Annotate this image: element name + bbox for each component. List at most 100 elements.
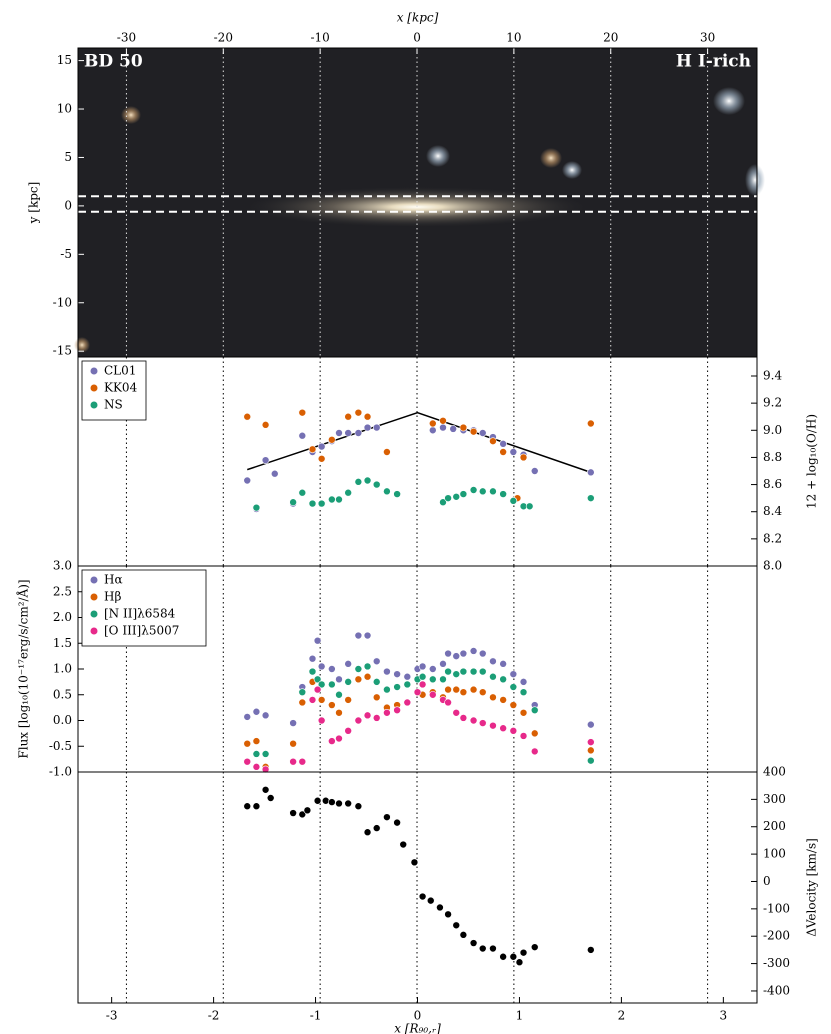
- marker: [252, 503, 261, 512]
- marker: [478, 688, 487, 696]
- marker: [459, 714, 468, 722]
- y-axis-label: ΔVelocity [km/s]: [805, 838, 819, 937]
- y-tick-label: 8.6: [763, 477, 782, 491]
- marker: [344, 726, 352, 735]
- marker: [363, 423, 372, 432]
- y-tick-label: -5: [60, 247, 72, 261]
- marker: [372, 480, 381, 489]
- marker: [509, 448, 518, 456]
- marker: [499, 952, 507, 961]
- marker: [308, 654, 317, 663]
- marker: [372, 824, 381, 832]
- legend-label: Hα: [104, 573, 123, 587]
- marker: [363, 476, 372, 485]
- marker: [298, 688, 307, 696]
- marker: [509, 952, 518, 961]
- marker: [298, 757, 307, 766]
- marker: [469, 647, 478, 655]
- y-tick-label: -200: [763, 929, 790, 943]
- marker: [317, 680, 326, 689]
- marker: [383, 685, 391, 694]
- marker: [393, 670, 401, 678]
- legend-marker: [90, 401, 98, 409]
- marker: [252, 802, 261, 811]
- y-tick-label: 2.0: [53, 610, 72, 624]
- marker: [308, 696, 317, 704]
- marker: [317, 499, 326, 508]
- marker: [478, 719, 487, 727]
- marker: [303, 806, 312, 815]
- marker: [469, 486, 478, 494]
- marker: [444, 910, 452, 919]
- marker: [469, 427, 478, 436]
- marker: [587, 720, 595, 729]
- marker: [418, 672, 427, 681]
- y-tick-label: -400: [763, 983, 790, 997]
- marker: [459, 423, 468, 432]
- marker: [509, 701, 518, 709]
- marker: [313, 675, 322, 684]
- marker: [489, 721, 497, 730]
- marker: [428, 426, 437, 435]
- y-tick-label: 2.5: [53, 584, 72, 598]
- marker: [298, 431, 307, 440]
- marker: [499, 660, 507, 668]
- marker: [509, 683, 518, 691]
- y-tick-label: 300: [763, 792, 786, 806]
- marker: [519, 708, 528, 717]
- y-tick-label: 1.5: [53, 636, 72, 650]
- marker: [363, 711, 372, 720]
- marker: [393, 490, 401, 498]
- y-tick-label: 0: [763, 874, 771, 888]
- y-tick-label: -1.0: [49, 765, 72, 779]
- x-tick-label: -2: [208, 1009, 220, 1023]
- marker: [499, 440, 507, 448]
- y-tick-label: 10: [57, 102, 72, 116]
- marker: [519, 678, 528, 686]
- marker: [328, 737, 336, 745]
- x-tick-label: -3: [106, 1009, 118, 1023]
- marker: [403, 698, 412, 707]
- marker: [478, 487, 487, 496]
- marker: [328, 435, 336, 444]
- marker: [519, 688, 528, 696]
- marker: [243, 713, 252, 721]
- marker: [261, 750, 270, 758]
- marker: [393, 818, 401, 827]
- x-tick-label: 2: [618, 1009, 626, 1023]
- marker: [444, 685, 452, 694]
- legend-label: [N II]λ6584: [104, 607, 176, 621]
- marker: [372, 693, 381, 702]
- marker: [489, 672, 497, 681]
- marker: [410, 858, 419, 867]
- marker: [344, 429, 352, 437]
- x-tick-label: -10: [310, 31, 329, 45]
- annotation: H I-rich: [676, 52, 751, 72]
- y-tick-label: 100: [763, 847, 786, 861]
- marker: [452, 670, 461, 678]
- marker: [444, 698, 452, 707]
- marker: [261, 421, 270, 429]
- x-tick-label: 0: [413, 31, 421, 45]
- marker: [344, 412, 352, 421]
- marker: [444, 494, 452, 502]
- legend-marker: [90, 576, 98, 584]
- marker: [252, 737, 261, 745]
- x-tick-label: 1: [516, 1009, 524, 1023]
- y-axis-label: 12 + log₁₀(O/H): [805, 414, 819, 509]
- legend-label: NS: [104, 398, 123, 412]
- y-tick-label: 0: [64, 198, 72, 212]
- marker: [317, 662, 326, 671]
- marker: [344, 488, 352, 497]
- marker: [344, 696, 352, 704]
- marker: [328, 680, 336, 689]
- marker: [478, 429, 487, 437]
- legend-marker: [90, 367, 98, 375]
- marker: [354, 631, 363, 640]
- marker: [321, 796, 330, 805]
- y-tick-label: 0.5: [53, 687, 72, 701]
- y-axis-label: Flux [log₁₀(10⁻¹⁷erg/s/cm²/Å)]: [16, 579, 31, 758]
- marker: [426, 896, 435, 905]
- marker: [499, 724, 507, 733]
- marker: [289, 719, 297, 727]
